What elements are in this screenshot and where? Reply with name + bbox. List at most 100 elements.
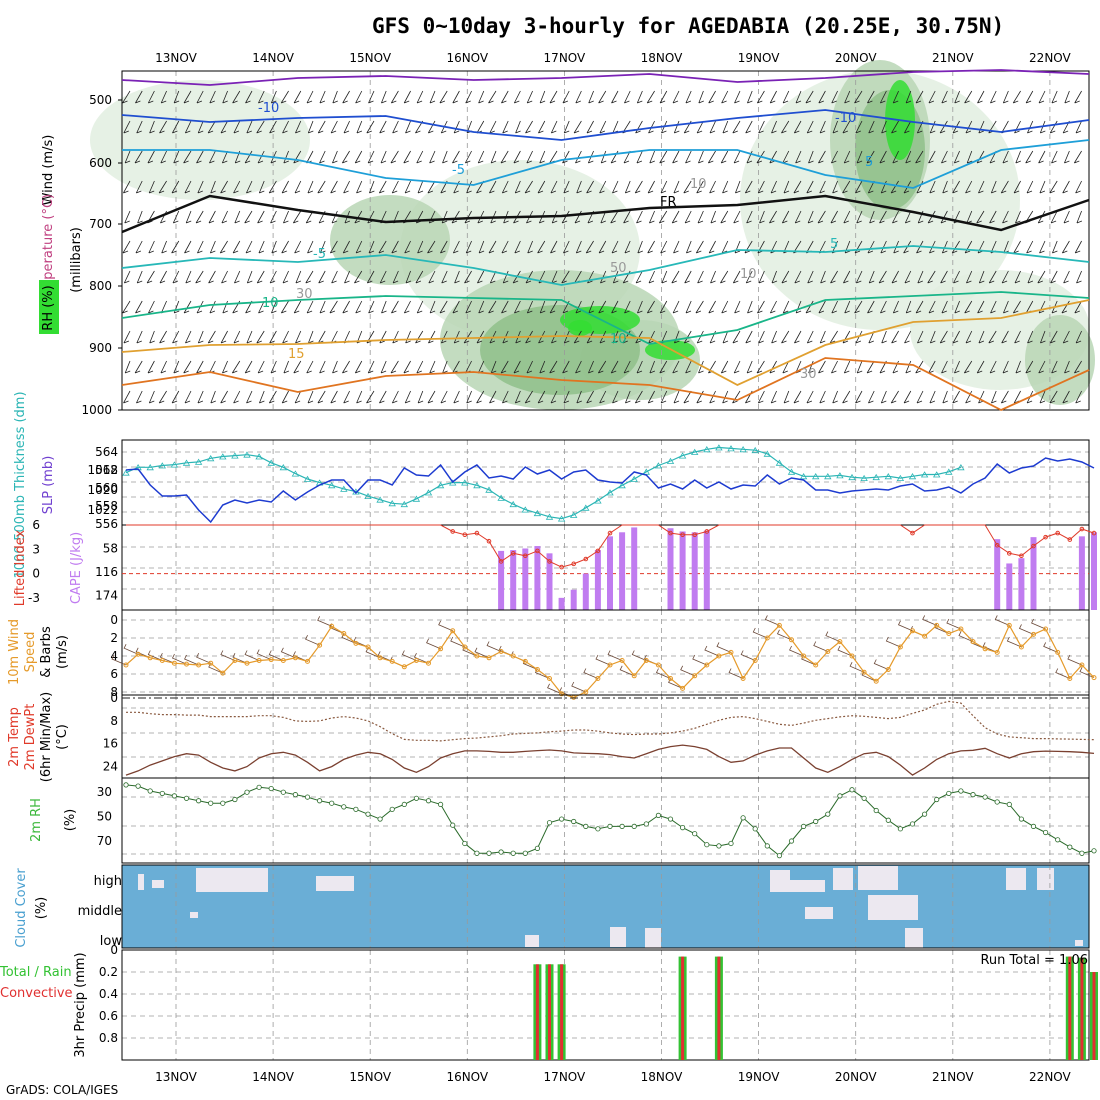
wind-barb bbox=[124, 150, 131, 164]
wind-barb bbox=[965, 180, 973, 194]
wind-barb bbox=[427, 180, 436, 194]
wind-barb bbox=[501, 240, 509, 254]
isotherm-label: 30 bbox=[800, 367, 817, 382]
rh2m-point bbox=[183, 795, 190, 801]
precip-conv-bar bbox=[717, 956, 721, 1060]
panel-frame bbox=[121, 609, 1090, 696]
pressure-tick-label: 500 bbox=[89, 93, 112, 107]
cape-bar bbox=[607, 536, 613, 610]
wind-barb bbox=[672, 150, 680, 164]
wind-barb bbox=[941, 300, 948, 314]
bottom-day-label: 19NOV bbox=[738, 1070, 780, 1084]
wind-barb bbox=[478, 90, 485, 104]
wind10-point bbox=[534, 667, 540, 672]
wind-barb bbox=[781, 210, 790, 224]
profile-ylabel-wind: Wind (m/s) bbox=[41, 135, 56, 206]
top-day-labels: 13NOV 14NOV 15NOV 16NOV 17NOV 18NOV 19NOV 20NOV… bbox=[155, 51, 1071, 65]
wind-barb bbox=[770, 390, 777, 404]
panel-frame bbox=[121, 864, 1090, 949]
wind10-point bbox=[595, 676, 601, 681]
wind-barb bbox=[855, 390, 863, 404]
wind-barb bbox=[343, 390, 350, 404]
wind-barb bbox=[844, 300, 851, 314]
wind-barb bbox=[611, 300, 619, 314]
wind10-point bbox=[413, 658, 419, 663]
isotherm-line bbox=[121, 194, 1090, 234]
wind-barb bbox=[465, 90, 472, 104]
wind-barb bbox=[391, 300, 399, 314]
wind-barb bbox=[636, 210, 643, 224]
wind-barb bbox=[745, 330, 753, 344]
wind-barb bbox=[246, 390, 253, 404]
wind-barb bbox=[611, 90, 619, 104]
wind-barb bbox=[183, 360, 192, 374]
wind-barb bbox=[341, 150, 350, 164]
wind10-barb bbox=[813, 641, 828, 652]
wind-barb bbox=[647, 240, 655, 254]
thickness-tick: 564 bbox=[95, 445, 118, 459]
wind-barb bbox=[306, 360, 314, 374]
wind10-barb bbox=[740, 650, 756, 661]
wind-barb bbox=[710, 210, 717, 224]
wind-barb bbox=[817, 210, 826, 224]
wind-barb bbox=[1015, 360, 1022, 374]
thickness-point bbox=[255, 453, 263, 460]
wind-barb bbox=[342, 360, 350, 374]
li-point bbox=[1091, 530, 1097, 536]
wind-barb bbox=[259, 390, 265, 404]
wind-barb bbox=[832, 120, 839, 134]
cape-bar bbox=[594, 550, 601, 610]
profile-ylabel-rh: RH (%) bbox=[41, 285, 56, 330]
wind10-point bbox=[655, 662, 661, 668]
cloud-block bbox=[1037, 868, 1054, 890]
rh2m-point bbox=[583, 823, 589, 829]
wind-barb bbox=[795, 90, 802, 104]
wind-barb bbox=[1013, 180, 1021, 194]
wind-barb bbox=[830, 210, 838, 224]
wind-barb bbox=[148, 300, 155, 314]
wind-barb bbox=[831, 90, 838, 104]
wind-barb bbox=[659, 90, 668, 104]
wind-barb bbox=[783, 390, 790, 404]
wind-barb bbox=[160, 360, 167, 374]
rh2m-point bbox=[316, 798, 323, 804]
wind-barb bbox=[391, 390, 399, 404]
thickness-point bbox=[243, 451, 251, 458]
wind-barb bbox=[403, 90, 411, 104]
wind10-point bbox=[208, 660, 214, 666]
thickness-point bbox=[751, 446, 759, 454]
wind-barb bbox=[722, 390, 729, 404]
wind-barb bbox=[880, 240, 887, 254]
wind-barb bbox=[329, 240, 338, 254]
wind10-ylabel: & Barbs bbox=[39, 626, 54, 678]
thickness-point bbox=[291, 470, 300, 477]
wind-barb bbox=[183, 300, 192, 314]
wind-barb bbox=[330, 390, 338, 404]
wind-barb bbox=[404, 240, 411, 254]
thickness-point bbox=[424, 489, 433, 496]
wind-barb bbox=[597, 360, 607, 374]
wind-barb bbox=[856, 150, 863, 164]
wind-barb bbox=[598, 90, 607, 104]
wind-barb bbox=[246, 330, 253, 344]
wind-barb bbox=[293, 360, 302, 374]
wind-barb bbox=[500, 150, 509, 164]
wind-barb bbox=[490, 150, 497, 164]
wind-barb bbox=[342, 300, 350, 314]
wind-barb bbox=[123, 270, 131, 284]
wind-barb bbox=[576, 180, 582, 194]
wind-barb bbox=[806, 330, 814, 344]
wind-barb bbox=[233, 120, 241, 134]
thickness-line bbox=[125, 446, 962, 520]
wind-barb bbox=[991, 390, 997, 404]
wind-barb bbox=[1076, 270, 1082, 284]
wind10-point bbox=[825, 649, 831, 654]
wind-barb bbox=[451, 210, 460, 224]
wind-barb bbox=[221, 150, 228, 164]
li-point bbox=[486, 538, 492, 544]
wind10-barb bbox=[413, 653, 429, 664]
wind-barb bbox=[881, 330, 887, 344]
wind-barb bbox=[281, 390, 289, 404]
wind-barb bbox=[757, 300, 765, 314]
wind-barb bbox=[1062, 180, 1070, 194]
